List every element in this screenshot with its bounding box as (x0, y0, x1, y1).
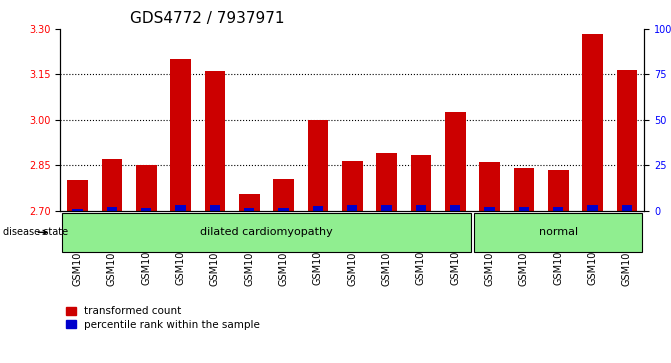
Bar (381, 205, 392, 211)
Bar (278, 208, 289, 211)
Bar (67, 180, 88, 211)
Bar (514, 168, 534, 211)
Bar (307, 120, 328, 211)
Bar (548, 170, 568, 211)
FancyBboxPatch shape (62, 213, 471, 252)
Bar (141, 208, 152, 211)
Bar (101, 159, 122, 211)
Bar (519, 207, 529, 211)
Text: GDS4772 / 7937971: GDS4772 / 7937971 (130, 12, 285, 26)
Bar (239, 194, 260, 211)
Bar (411, 155, 431, 211)
Bar (445, 112, 466, 211)
Bar (416, 205, 426, 211)
Bar (582, 33, 603, 211)
Bar (376, 153, 397, 211)
Bar (484, 207, 495, 211)
Bar (450, 205, 460, 211)
Bar (136, 165, 156, 211)
Legend: transformed count, percentile rank within the sample: transformed count, percentile rank withi… (66, 306, 260, 330)
Text: disease state: disease state (3, 227, 68, 237)
Bar (588, 205, 598, 211)
Bar (273, 179, 294, 211)
Bar (244, 208, 254, 211)
Bar (170, 59, 191, 211)
Bar (72, 209, 83, 211)
FancyBboxPatch shape (474, 213, 642, 252)
Bar (553, 207, 564, 211)
Bar (205, 71, 225, 211)
Bar (175, 204, 186, 211)
Bar (622, 205, 632, 211)
Bar (313, 206, 323, 211)
Bar (479, 162, 500, 211)
Bar (210, 204, 220, 211)
Bar (617, 70, 637, 211)
Bar (107, 207, 117, 211)
Text: dilated cardiomyopathy: dilated cardiomyopathy (200, 227, 333, 237)
Bar (342, 160, 362, 211)
Bar (347, 205, 358, 211)
Text: normal: normal (539, 227, 578, 237)
